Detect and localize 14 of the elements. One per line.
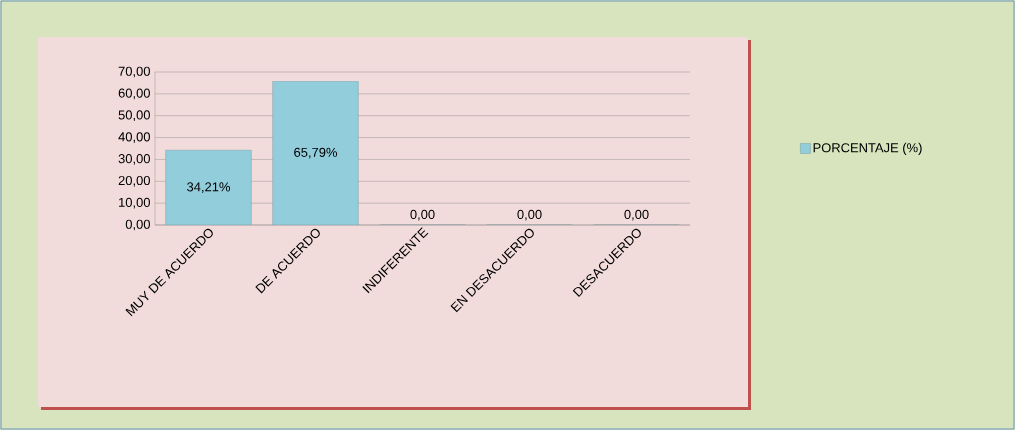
y-tick-label: 30,00: [118, 154, 150, 165]
legend-label: PORCENTAJE (%): [813, 142, 922, 155]
y-tick-label: 60,00: [118, 88, 150, 100]
y-tick-label: 20,00: [118, 175, 150, 187]
y-tick-label: 0,00: [125, 219, 150, 231]
y-tick-label: 40,00: [118, 132, 150, 143]
y-tick-label: 50,00: [118, 110, 150, 122]
y-tick-label: 10,00: [119, 197, 150, 209]
data-label: 0,00: [517, 209, 542, 221]
data-label: 34,21%: [187, 182, 231, 193]
data-label: 0,00: [624, 209, 649, 221]
data-label: 65,79%: [294, 147, 338, 159]
y-tick-label: 70,00: [118, 66, 150, 78]
data-label: 0,00: [410, 209, 435, 221]
